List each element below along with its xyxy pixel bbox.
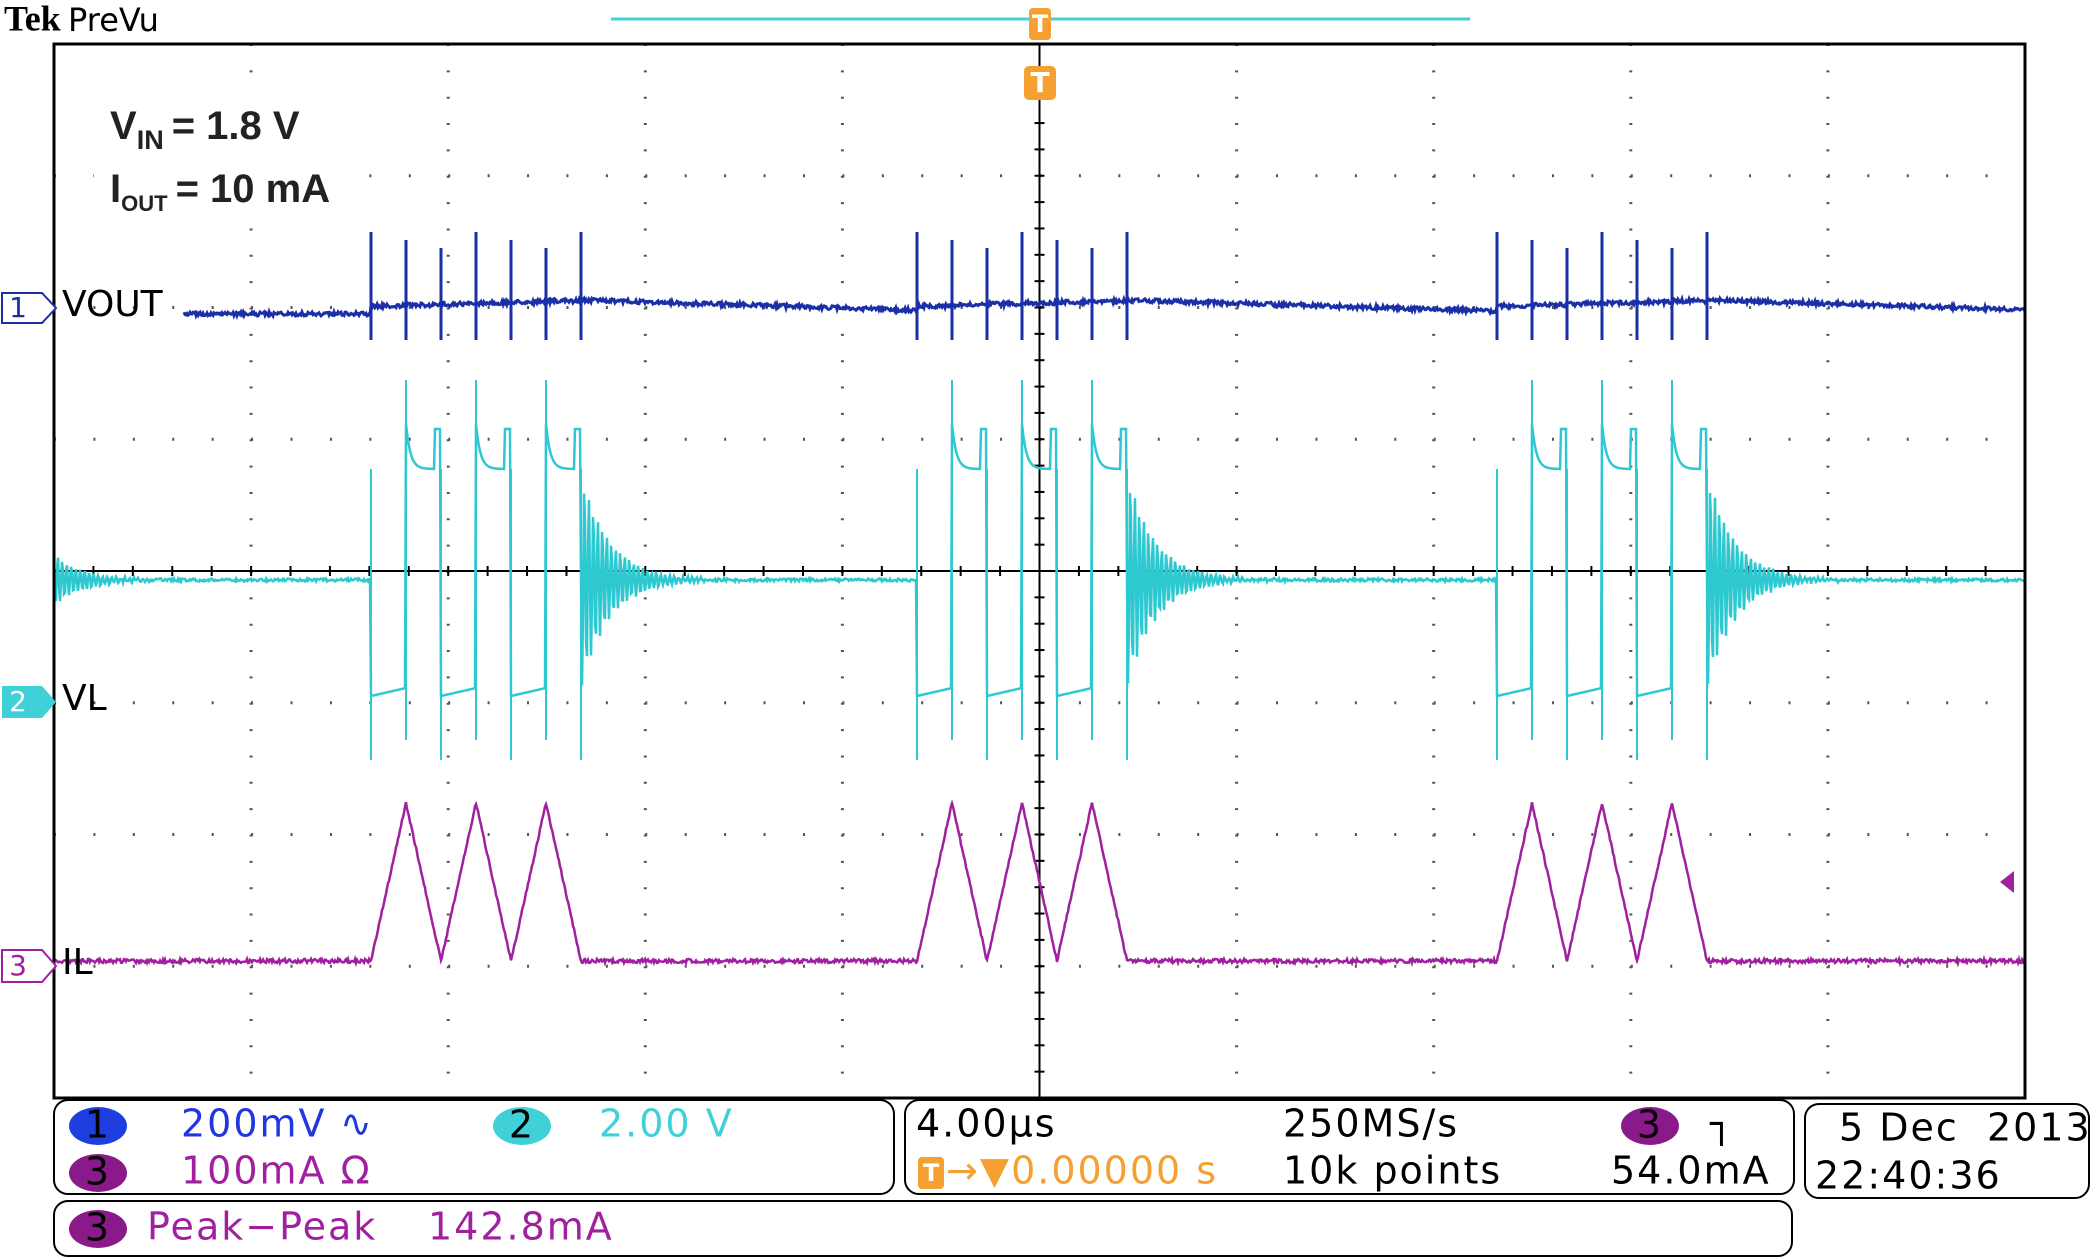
ch3-scale: 100mA Ω [181, 1149, 372, 1193]
symbol: V [110, 104, 137, 148]
graticule-border [52, 42, 2027, 1100]
trigger-marker-text: T [1032, 10, 1049, 38]
trigger-source-badge [1621, 1107, 1679, 1145]
trigger-level-marker [2000, 871, 2014, 893]
ch1-badge-number: 1 [85, 1103, 111, 1147]
vout-trace [182, 294, 2027, 321]
ch3-label: IL [62, 942, 93, 983]
annotation-box [94, 96, 364, 222]
subscript: IN [137, 125, 164, 155]
trigger-marker [1024, 66, 1056, 100]
measurement-value: 142.8mA [428, 1205, 614, 1249]
trigger-icon-box [918, 1157, 944, 1189]
channel-readout-panel [53, 1099, 895, 1195]
vl-trace [52, 423, 2026, 698]
symbol: I [110, 167, 121, 211]
sample-rate: 250MS/s [1283, 1102, 1459, 1146]
ch2-badge-number: 2 [509, 1103, 535, 1147]
ch3-badge [69, 1154, 127, 1192]
trigger-level: 54.0mA [1611, 1149, 1771, 1193]
brand: Tek [4, 0, 61, 38]
timebase: 4.00µs [916, 1102, 1057, 1146]
ch1-marker [1, 292, 58, 324]
trigger-position: →▼0.00000 s [946, 1149, 1218, 1193]
mode: PreVu [68, 1, 159, 39]
value: = 1.8 V [172, 104, 300, 148]
subscript: OUT [121, 191, 168, 216]
ch1-number: 1 [9, 291, 27, 324]
trigger-icon: T [923, 1159, 940, 1187]
ch3-number: 3 [9, 949, 27, 982]
measurement-source: 3 [85, 1206, 111, 1250]
value: = 10 mA [176, 167, 331, 211]
measurement-panel [53, 1200, 1793, 1257]
ch1-label: VOUT [62, 284, 164, 325]
ch3-badge-number: 3 [85, 1150, 111, 1194]
ch1-scale: 200mV [181, 1102, 327, 1146]
trigger-marker-text: T [1030, 66, 1049, 99]
measurement-badge [69, 1210, 127, 1248]
vin-annotation: VIN = 1.8 V [110, 104, 300, 156]
waveform-area [52, 43, 2027, 1099]
trigger-source: 3 [1637, 1103, 1663, 1147]
iout-annotation: IOUT = 10 mA [110, 167, 330, 216]
trigger-slope: ┐ [1709, 1102, 1735, 1147]
timebase-panel [904, 1099, 1795, 1195]
measurement-name: Peak−Peak [147, 1205, 377, 1249]
datetime-panel [1804, 1103, 2090, 1199]
ch2-badge [493, 1107, 551, 1145]
ch2-label: VL [62, 678, 107, 719]
trigger-position-marker [1029, 8, 1051, 40]
ch2-scale: 2.00 V [599, 1102, 734, 1146]
date: 5 Dec 2013 [1839, 1106, 2092, 1150]
time: 22:40:36 [1815, 1154, 2002, 1198]
ch2-marker [2, 686, 56, 718]
ch2-number: 2 [9, 685, 27, 718]
record-length: 10k points [1283, 1149, 1502, 1193]
il-trace [53, 799, 2027, 968]
ch1-badge [69, 1107, 127, 1145]
ch3-marker [1, 949, 58, 983]
ch1-coupling: ∿ [340, 1102, 374, 1146]
